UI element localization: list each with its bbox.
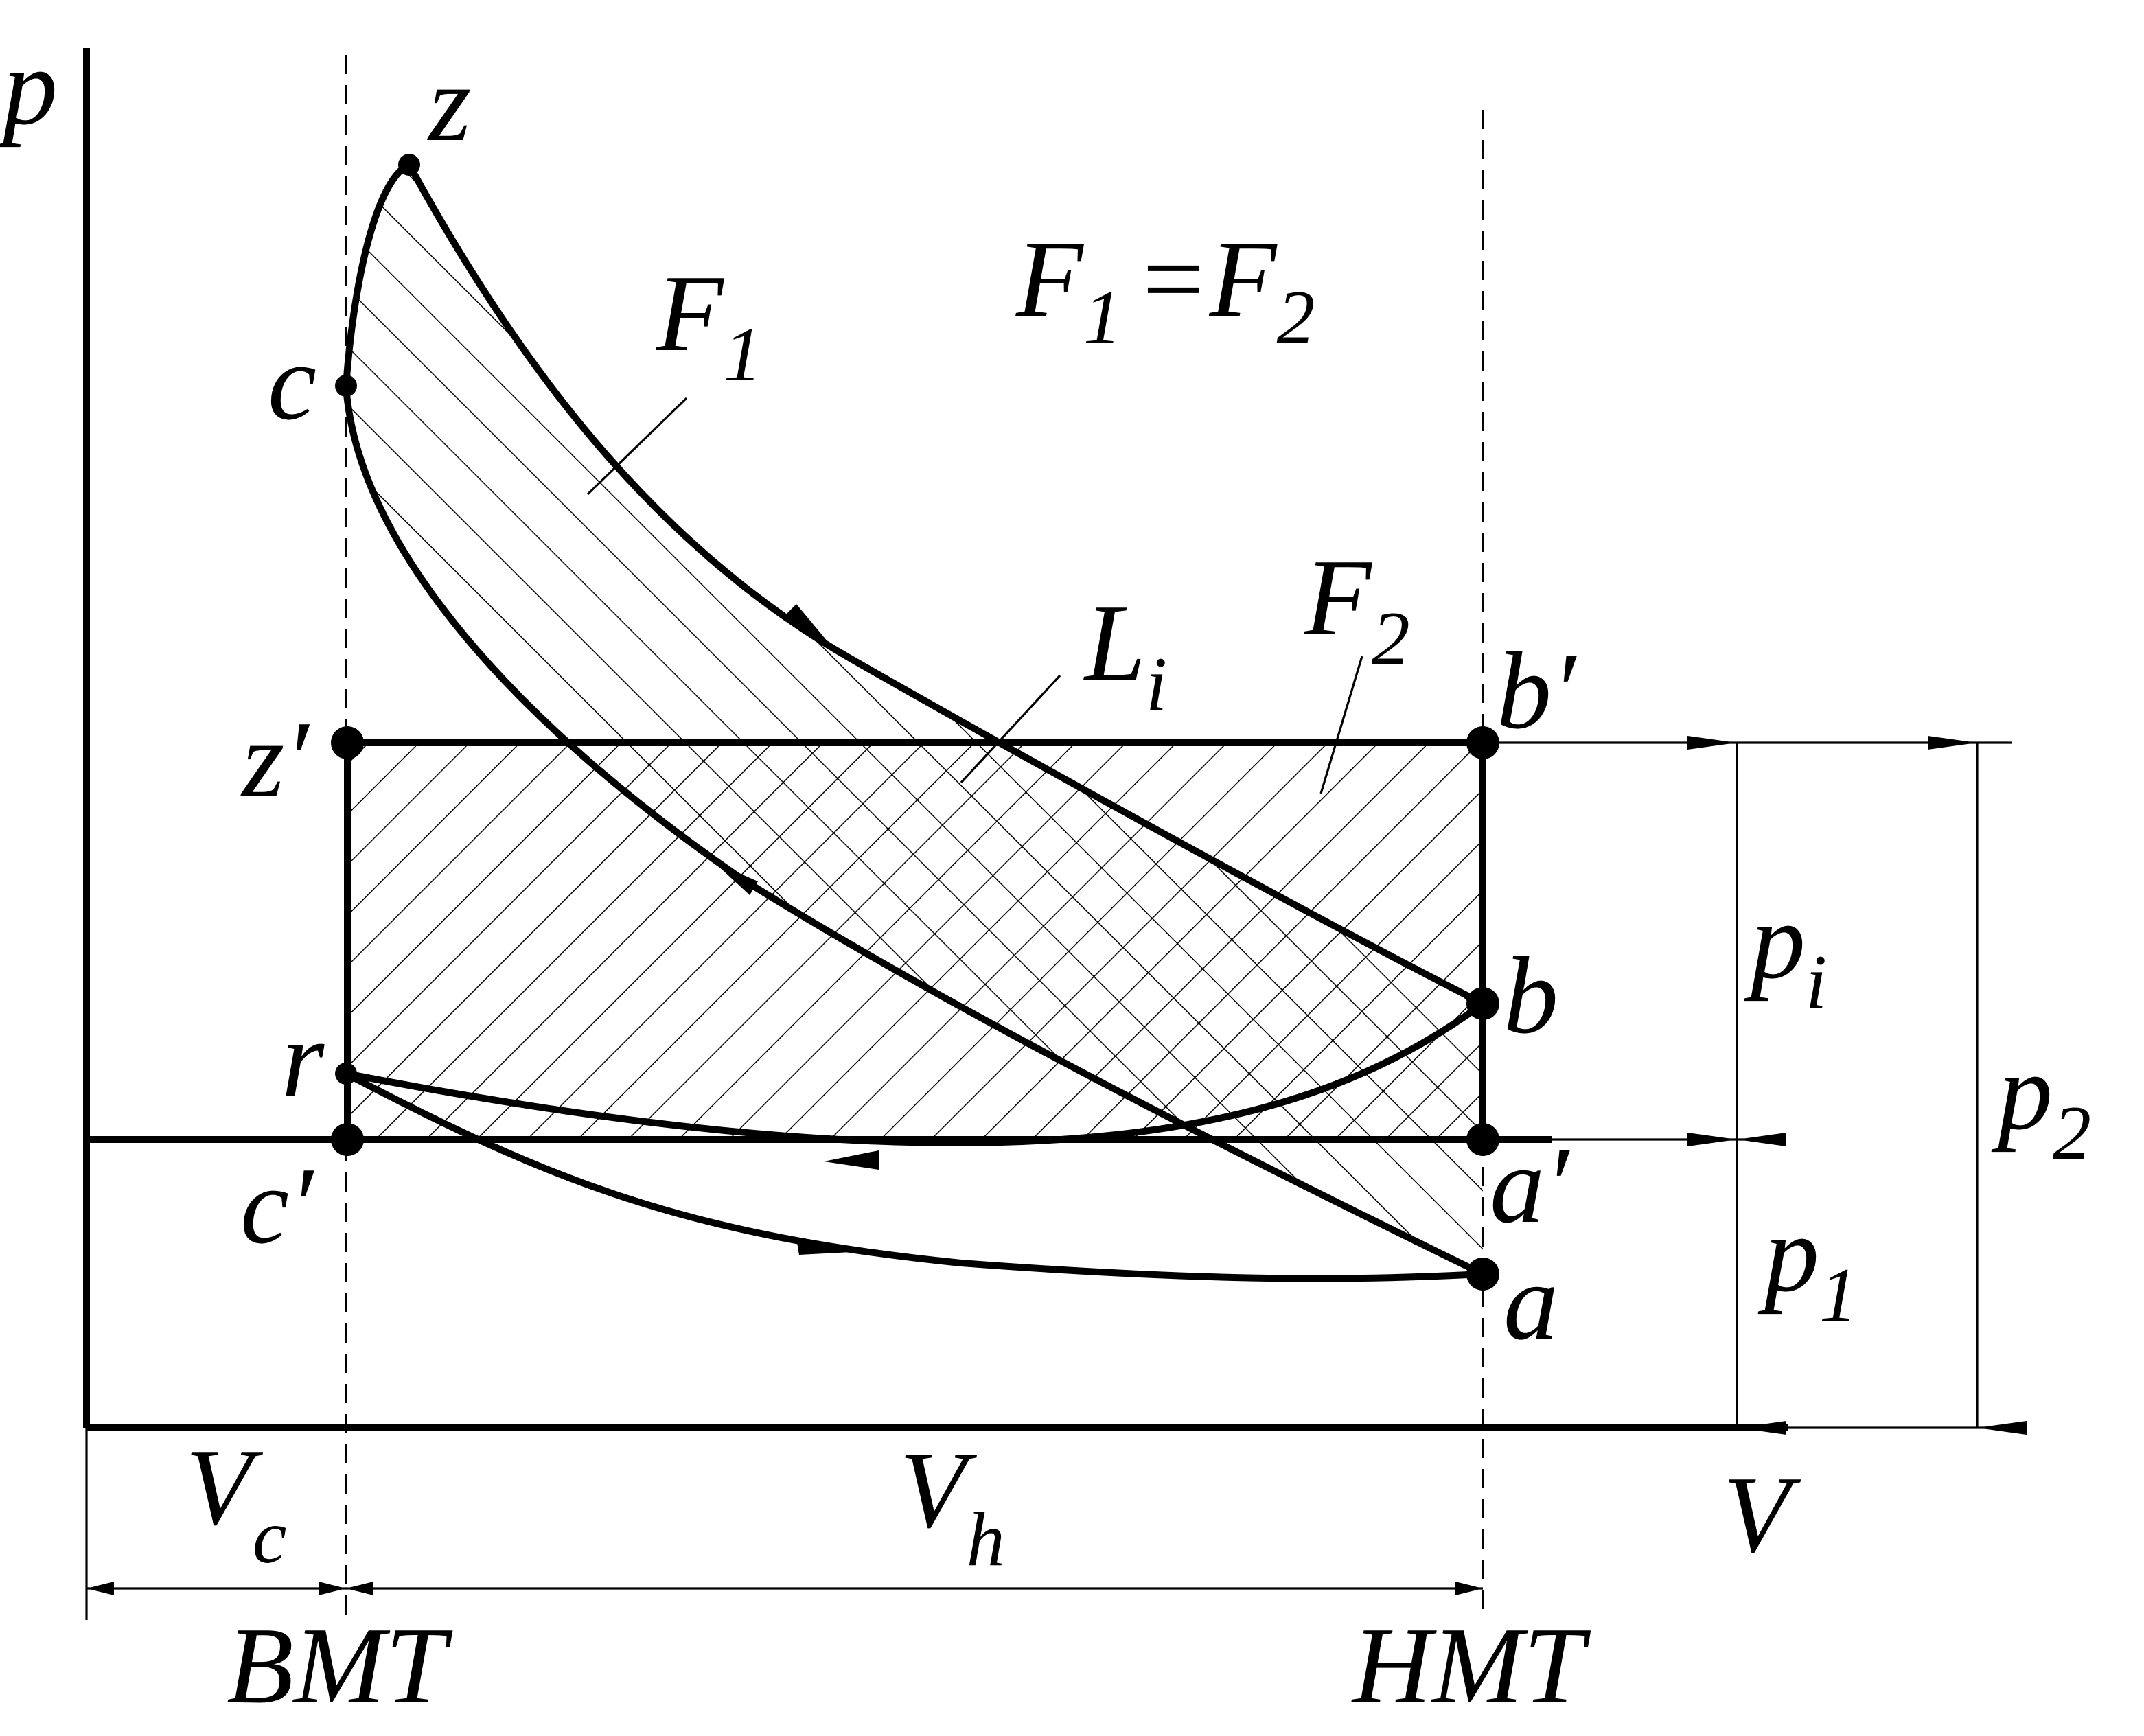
point xyxy=(331,1123,364,1156)
point-label: a xyxy=(1503,1240,1558,1363)
point-label: c xyxy=(268,321,316,443)
point xyxy=(331,726,364,759)
point xyxy=(398,154,420,176)
hmt-label: HMT xyxy=(1351,1604,1591,1726)
dim-label: p1 xyxy=(1757,1192,1858,1338)
label-sub: c xyxy=(253,1494,287,1579)
area-label: F2 xyxy=(1304,536,1410,682)
expansion-curve xyxy=(406,163,1485,1007)
label-sub: 2 xyxy=(1372,597,1410,682)
axis-label: p xyxy=(0,25,58,148)
label-main: p xyxy=(1991,1030,2053,1153)
combustion-curve xyxy=(343,161,411,386)
points xyxy=(331,154,1499,1291)
point xyxy=(1466,726,1499,759)
point-label: r xyxy=(281,997,325,1120)
label-sub: 2 xyxy=(2053,1091,2091,1176)
point xyxy=(1466,987,1499,1020)
equation: F1 =F2 xyxy=(1015,218,1315,360)
area-label: Li xyxy=(1083,581,1167,727)
dim-label: Vh xyxy=(899,1428,1005,1582)
label-main: V xyxy=(185,1426,264,1548)
area-label: F1 xyxy=(656,252,762,397)
point-label: c′ xyxy=(240,1144,314,1266)
point xyxy=(1466,1123,1499,1156)
label-main: V xyxy=(899,1428,978,1551)
label-sub: 1 xyxy=(1819,1253,1858,1338)
dim-label: pi xyxy=(1744,879,1827,1025)
label-main: p xyxy=(1744,879,1806,1002)
label-op: = xyxy=(1136,218,1210,340)
leader xyxy=(960,674,1061,784)
axis-label: V xyxy=(1723,1453,1801,1575)
bmt-label: BMT xyxy=(227,1604,453,1726)
label-main: p xyxy=(1757,1192,1819,1315)
point xyxy=(1466,1258,1499,1291)
flow-arrow xyxy=(824,1150,879,1170)
point xyxy=(335,375,357,397)
point-label: b xyxy=(1503,934,1558,1056)
flow-arrow xyxy=(796,1238,851,1255)
dim-label: p2 xyxy=(1991,1030,2091,1176)
exhaust-curve xyxy=(345,1000,1485,1146)
label-main: L xyxy=(1083,581,1146,704)
point-label: z′ xyxy=(240,698,310,820)
label-sub: 1 xyxy=(1083,275,1122,360)
intake-curve xyxy=(344,1070,1484,1282)
leader xyxy=(1319,656,1363,794)
point-label: b′ xyxy=(1497,629,1577,752)
label-sub: 1 xyxy=(724,312,762,397)
compression-curve xyxy=(343,385,1485,1277)
label-main: F xyxy=(1209,218,1278,340)
label-sub: i xyxy=(1146,642,1167,727)
label-main: F xyxy=(656,252,725,374)
label-main: F xyxy=(1304,536,1373,658)
label-sub: i xyxy=(1806,940,1827,1025)
point-label: z xyxy=(427,42,471,164)
label-main: F xyxy=(1015,218,1085,340)
label-sub: 2 xyxy=(1276,275,1315,360)
dim-label: Vc xyxy=(185,1426,286,1579)
flow-arrow xyxy=(714,862,758,895)
point-label: a′ xyxy=(1490,1124,1570,1246)
flow-arrow xyxy=(785,604,831,645)
label-sub: h xyxy=(967,1497,1005,1582)
cycle-hatch xyxy=(346,165,1483,1274)
point xyxy=(335,1063,357,1085)
leader xyxy=(586,397,688,496)
